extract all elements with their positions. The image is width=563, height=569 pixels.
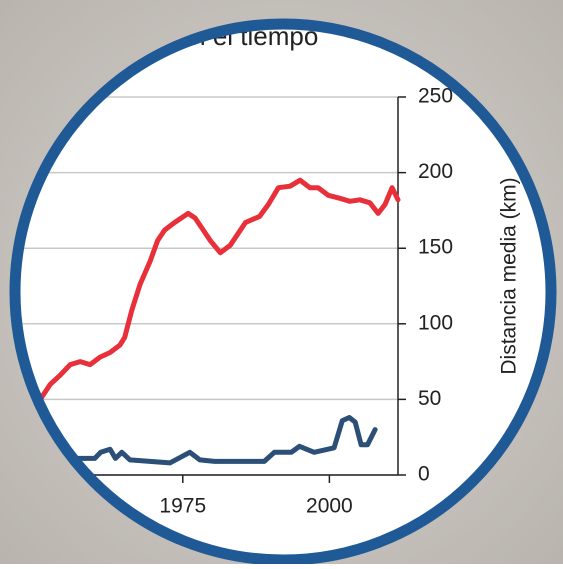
- y-tick-label: 150: [418, 236, 453, 259]
- x-tick-label: 1975: [159, 495, 206, 518]
- y-axis-label: Distancia media (km): [498, 177, 521, 374]
- y-tick-label: 50: [418, 387, 441, 410]
- y-tick-label: 0: [418, 463, 430, 486]
- y-tick-label: 100: [418, 311, 453, 334]
- y-tick-label: 250: [418, 85, 453, 108]
- chart: a en el tiempo 05010015020025019752000Di…: [0, 0, 563, 564]
- x-tick-label: 2000: [306, 495, 353, 518]
- y-tick-label: 200: [418, 160, 453, 183]
